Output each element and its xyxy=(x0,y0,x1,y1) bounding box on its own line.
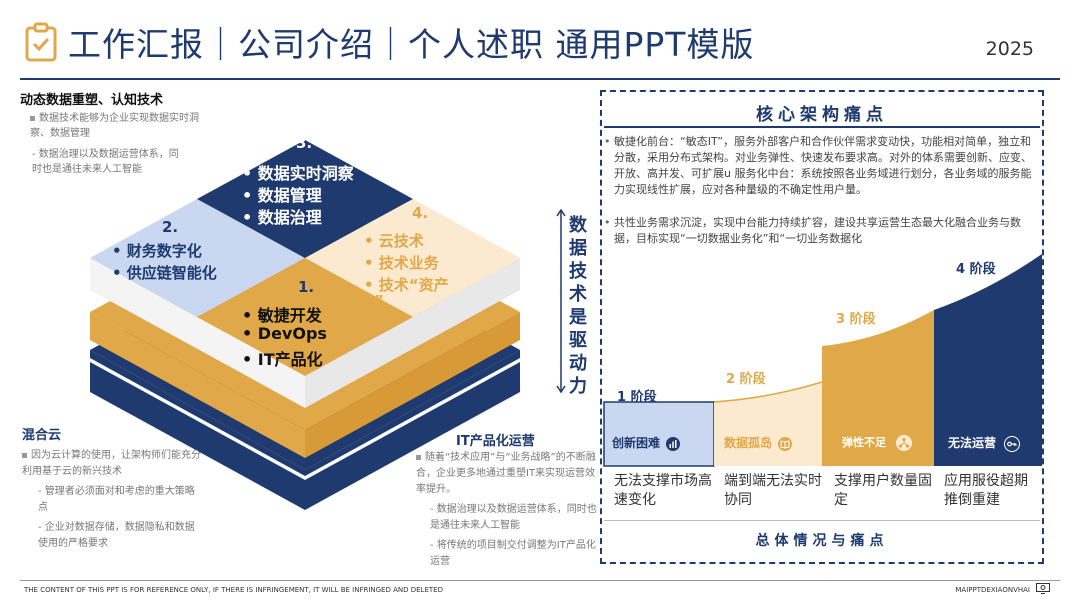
bullet-square-icon xyxy=(30,115,35,121)
stage-2-caption: 端到端无法实时协同 xyxy=(724,473,822,508)
quadrant-4-item: ” xyxy=(374,292,384,310)
bullet-text: 共性业务需求沉淀，实现中台能力持续扩容，建设共享运营生态最大化融合业务与数据，目… xyxy=(614,216,1021,245)
stage-3-caption: 支撑用户数量固定 xyxy=(834,473,932,508)
quadrant-1-item: • DevOps xyxy=(242,324,327,343)
quadrant-4-item: • 云技术 xyxy=(364,232,424,250)
page-title: 工作汇报｜公司介绍｜个人述职 通用PPT模版 xyxy=(68,25,755,64)
panel-bullet: • 敏捷化前台：“敏态IT”，服务外部客户和合作伙伴需求变动快，功能相对简单，独立… xyxy=(604,134,1034,198)
core-architecture-panel xyxy=(600,90,1044,564)
vertical-driver-label: 数据技术是驱动力 xyxy=(569,215,587,397)
bullet-text: 敏捷化前台：“敏态IT”，服务外部客户和合作伙伴需求变动快，功能相对简单，独立和… xyxy=(614,135,1032,196)
bullet-text: 随着“技术应用”与“业务战略”的不断融合，企业更多地通过重塑IT来实现运营效率提… xyxy=(416,452,596,495)
quadrant-3-item: • 数据治理 xyxy=(242,208,322,227)
bullet-text: 因为云计算的使用，让架构师们能充分利用基于云的新兴技术 xyxy=(22,450,201,477)
box-text: 创新困难 xyxy=(612,436,661,450)
section-bullet: - 企业对数据存储，数据隐私和数据使用的严格要求 xyxy=(38,522,195,549)
header-divider xyxy=(20,78,1060,80)
stage-4-box-label: 无法运营 xyxy=(948,434,1021,452)
bullet-text: 数据技术能够为企业实现数据实时洞察、数据管理 xyxy=(30,113,199,139)
layered-diamond-graphic xyxy=(90,140,520,510)
box-text: 弹性不足 xyxy=(842,436,886,449)
double-arrow-icon xyxy=(556,208,566,394)
box-text: 数据孤岛 xyxy=(724,436,773,450)
stage-3-box-label: 弹性不足 xyxy=(842,434,912,451)
section-bullet: - 数据治理以及数据运营体系，同时也是通往未来人工智能 xyxy=(32,149,179,175)
quadrant-2-num: 2. xyxy=(162,218,179,236)
quadrant-1-item: • 敏捷开发 xyxy=(242,306,322,325)
quadrant-4-item: • 技术业务 xyxy=(364,254,439,272)
quadrant-4-item: • 技术“资产 xyxy=(364,276,449,294)
stage-3-block xyxy=(822,310,934,466)
section-title-it-ops: IT产品化运营 xyxy=(456,434,535,449)
quadrant-1-num: 1. xyxy=(298,278,315,296)
bullet-square-icon xyxy=(22,452,27,458)
clipboard-check-icon xyxy=(25,22,57,62)
bullet-square-icon xyxy=(416,454,421,460)
quadrant-3-num: 3. xyxy=(296,134,313,152)
footer-brand: MAIPPTDEXIAONVHAI xyxy=(955,586,1030,594)
chart-bars-icon xyxy=(666,436,681,451)
stage-1-label: 1 阶段 xyxy=(617,390,657,405)
section-bullet: - 数据治理以及数据运营体系，同时也是通往未来人工智能 xyxy=(430,504,597,531)
quadrant-3-item: • 数据管理 xyxy=(242,186,322,205)
book-icon xyxy=(778,436,793,451)
section-title-data: 动态数据重塑、认知技术 xyxy=(20,93,164,108)
stage-2-label: 2 阶段 xyxy=(726,372,766,387)
box-text: 无法运营 xyxy=(948,436,997,450)
stage-growth-graphic xyxy=(603,254,1042,467)
panel-title: 核心架构痛点 xyxy=(756,105,888,125)
captions-divider xyxy=(604,520,1040,521)
panel-bullet: • 共性业务需求沉淀，实现中台能力持续扩容，建设共享运营生态最大化融合业务与数据，… xyxy=(604,215,1034,247)
projector-icon xyxy=(1036,583,1050,594)
stage-4-label: 4 阶段 xyxy=(956,262,996,277)
year-label: 2025 xyxy=(985,38,1034,60)
quadrant-1-item: • IT产品化 xyxy=(242,350,323,369)
section-bullet: 因为云计算的使用，让架构师们能充分利用基于云的新兴技术 xyxy=(22,448,202,480)
section-bullet: 数据技术能够为企业实现数据实时洞察、数据管理 xyxy=(30,111,200,141)
section-title-hybrid-cloud: 混合云 xyxy=(22,428,62,443)
stage-2-box-label: 数据孤岛 xyxy=(724,434,793,451)
quadrant-4-num: 4. xyxy=(412,204,429,222)
stage-1-box-label: 创新困难 xyxy=(612,434,681,451)
stage-4-caption: 应用服役超期推倒重建 xyxy=(944,473,1028,508)
stage-1-caption: 无法支撑市场高速变化 xyxy=(614,473,712,508)
section-bullet: - 管理者必须面对和考虑的重大策略点 xyxy=(38,486,195,513)
quadrant-2 xyxy=(90,199,305,317)
network-icon xyxy=(895,435,912,451)
section-bullet: 随着“技术应用”与“业务战略”的不断融合，企业更多地通过重塑IT来实现运营效率提… xyxy=(416,450,596,498)
panel-title-divider xyxy=(604,126,1040,128)
stage-2-block xyxy=(714,382,822,466)
panel-footer-title: 总体情况与痛点 xyxy=(755,533,889,549)
bullet-dot-icon: • xyxy=(604,135,611,148)
footer-disclaimer: THE CONTENT OF THIS PPT IS FOR REFERENCE… xyxy=(24,586,443,594)
section-bullet: - 将传统的项目制交付调整为IT产品化运营 xyxy=(430,540,596,567)
stage-1-block xyxy=(603,401,715,467)
quadrant-4 xyxy=(305,199,520,317)
footer-divider xyxy=(20,580,1060,581)
bullet-dot-icon: • xyxy=(604,216,611,229)
stage-3-label: 3 阶段 xyxy=(836,312,876,327)
stage-4-block xyxy=(934,254,1042,466)
quadrant-3-item: • 数据实时洞察 xyxy=(242,164,354,183)
quadrant-2-item: • 财务数字化 xyxy=(112,242,202,260)
quadrant-2-item: • 供应链智能化 xyxy=(112,264,217,282)
key-icon xyxy=(1004,435,1021,452)
